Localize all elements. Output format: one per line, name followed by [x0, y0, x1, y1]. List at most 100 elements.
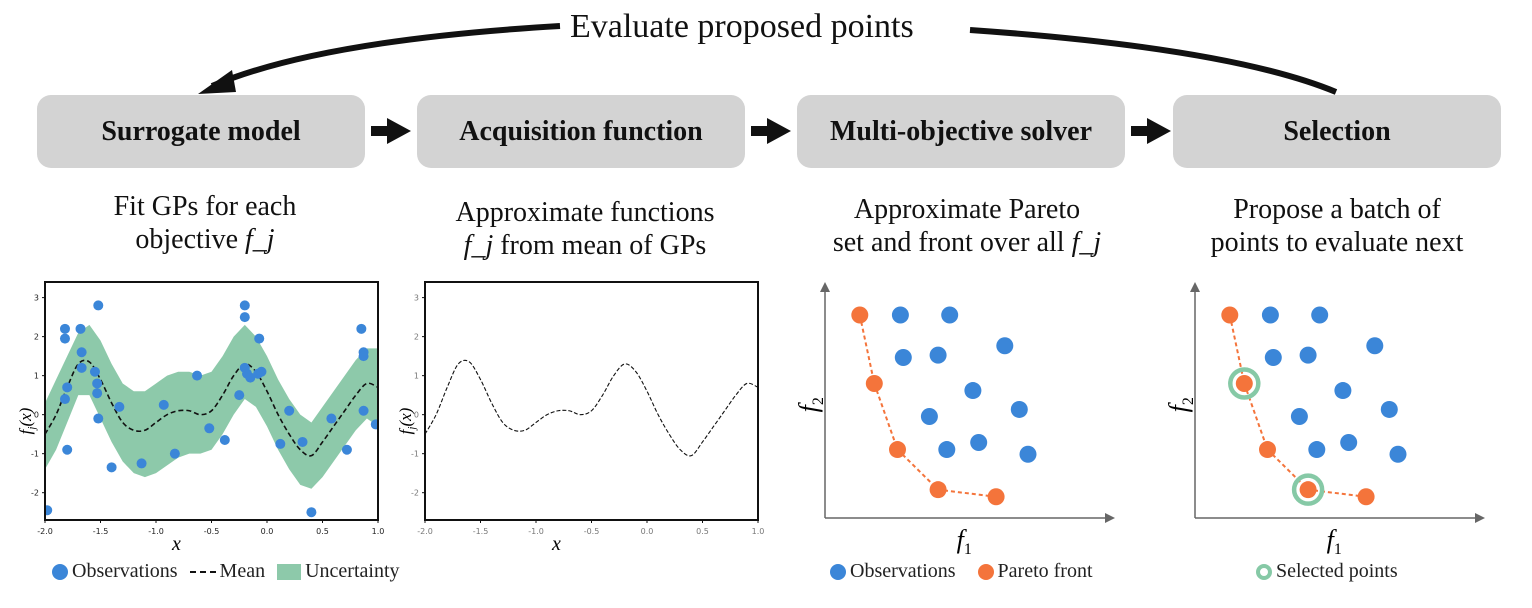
plot-content	[45, 300, 378, 518]
plot-area: f1 f2	[794, 282, 1115, 558]
legend-selected: Selected points	[1276, 560, 1398, 582]
y-tick-label: 1	[414, 372, 419, 381]
observation-point	[370, 419, 378, 430]
desc-line: Approximate Pareto	[853, 194, 1081, 225]
surrogate-model-box: Surrogate model	[37, 95, 365, 168]
x-tick-label: 0.0	[261, 527, 274, 536]
observation-marker-icon	[52, 563, 68, 580]
observation-point	[1308, 441, 1326, 459]
observation-point	[93, 413, 104, 424]
legend-pareto-front: Pareto front	[997, 560, 1093, 582]
legend-mean: Mean	[219, 560, 266, 582]
observation-point	[62, 382, 73, 393]
observation-marker-icon	[830, 563, 846, 580]
pareto-plot: f1 f2	[794, 282, 1115, 558]
pareto-point	[1357, 488, 1375, 506]
pareto-point	[889, 441, 906, 459]
observation-point	[306, 507, 317, 518]
observation-point	[1340, 433, 1358, 451]
selected-ring	[1291, 473, 1325, 506]
pareto-point	[865, 374, 883, 392]
y-tick-label: 2	[414, 333, 419, 342]
observation-point	[169, 448, 180, 459]
observation-point	[76, 362, 87, 373]
observation-point	[1380, 400, 1398, 418]
observation-point	[239, 300, 250, 311]
desc-line: Fit GPs for each	[113, 191, 297, 222]
y-tick-label: -1	[31, 450, 39, 459]
observation-point	[358, 405, 369, 416]
observation-point	[1299, 346, 1317, 364]
observation-point	[114, 401, 125, 412]
step-title: Surrogate model	[101, 115, 301, 147]
observation-point	[234, 390, 245, 401]
observation-point	[920, 408, 938, 426]
observation-point	[1264, 349, 1282, 367]
desc-line: Approximate functions	[455, 197, 715, 228]
legend-observations: Observations	[850, 560, 956, 582]
step-title: Acquisition function	[459, 115, 703, 147]
observation-point	[254, 333, 265, 344]
observation-point	[136, 458, 147, 469]
y-tick-label: 0	[414, 411, 419, 420]
acquisition-mean-plot: -2.0 -1.5 -1.0 -0.5 0.0 0.5 1.0 -2 -1 0 1 2 3 x fj(x)	[396, 281, 764, 555]
x-tick-label: 0.5	[316, 527, 329, 536]
desc-line: f_j from mean of GPs	[463, 230, 707, 261]
y-tick-label: 3	[34, 294, 39, 303]
uncertainty-swatch-icon	[277, 563, 302, 580]
y-axis-label: fj(x)	[396, 407, 418, 434]
observation-point	[1019, 445, 1037, 463]
flow-arrow-3	[1131, 118, 1171, 144]
x-tick-label: 0.5	[696, 527, 709, 536]
x-tick-label: -2.0	[37, 527, 53, 536]
mean-line	[425, 359, 758, 457]
feedback-arrow-left-curve	[210, 23, 561, 89]
pareto-point	[851, 306, 869, 324]
selection-box: Selection	[1173, 95, 1501, 168]
pareto-point	[1235, 374, 1253, 392]
observation-point	[62, 444, 73, 455]
y-tick-label: 3	[414, 294, 419, 303]
feedback-arrow-right-curve	[969, 27, 1338, 95]
observation-point	[1366, 337, 1384, 355]
observation-point	[941, 306, 959, 324]
pareto-legend: Observations Pareto front	[830, 560, 1093, 583]
x-tick-label: -2.0	[417, 527, 433, 536]
desc-line: objective f_j	[135, 224, 275, 255]
flow-arrow-2	[751, 118, 791, 144]
observation-point	[1311, 306, 1329, 324]
selection-legend: Selected points	[1256, 560, 1398, 583]
x-tick-label: 1.0	[372, 527, 385, 536]
observation-point	[89, 366, 100, 377]
mean-dash-icon	[189, 570, 216, 573]
pareto-point	[929, 481, 947, 499]
observation-point	[59, 333, 70, 344]
observation-point	[192, 370, 203, 381]
observation-point	[341, 444, 352, 455]
observation-point	[326, 413, 337, 424]
x-tick-label: -0.5	[584, 527, 600, 536]
y-tick-label: 2	[34, 333, 39, 342]
observation-point	[894, 349, 912, 367]
observation-point	[1389, 445, 1407, 463]
x-tick-label: -1.5	[93, 527, 109, 536]
legend-uncertainty: Uncertainty	[305, 560, 400, 582]
observation-point	[964, 382, 982, 400]
pareto-front-line	[858, 314, 997, 498]
x-tick-label: -1.5	[473, 527, 489, 536]
legend-observations: Observations	[72, 560, 178, 582]
y-axis-arrowhead	[820, 282, 830, 292]
x-axis-arrowhead	[1105, 513, 1115, 523]
pareto-point	[1259, 441, 1276, 459]
plot-frame	[424, 281, 759, 521]
gp-legend: Observations Mean Uncertainty	[52, 560, 400, 583]
observation-point	[204, 423, 215, 434]
y-axis-arrowhead	[1190, 282, 1200, 292]
observation-point	[219, 435, 230, 446]
observation-point	[93, 300, 104, 311]
desc-line: set and front over all f_j	[832, 227, 1102, 258]
x-axis-arrowhead	[1475, 513, 1485, 523]
pareto-point	[987, 488, 1005, 506]
observation-point	[284, 405, 295, 416]
observation-point	[92, 378, 103, 389]
